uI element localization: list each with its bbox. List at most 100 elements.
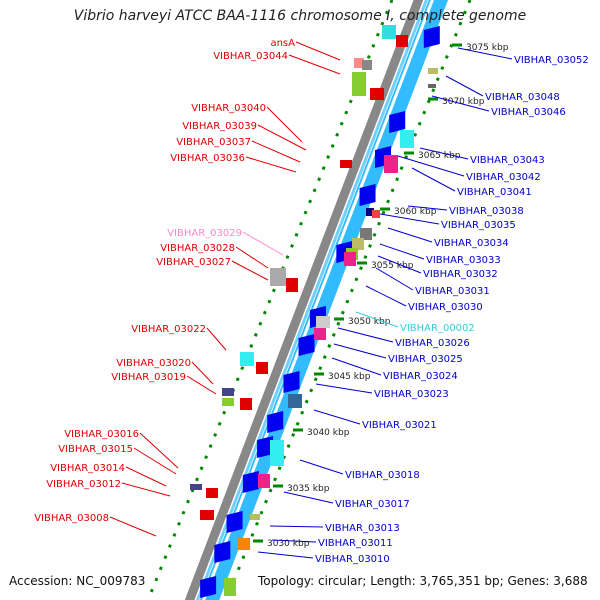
kbp-tick-label: 3050 kbp — [348, 317, 391, 327]
label-leader — [419, 147, 469, 160]
genome-track — [146, 0, 472, 600]
gene-feature — [340, 160, 352, 168]
gene-feature — [222, 388, 234, 396]
gene-feature — [250, 514, 260, 520]
gene-label-right: VIBHAR_03010 — [315, 554, 390, 565]
gene-label-left: VIBHAR_03029 — [167, 228, 242, 239]
gene-block — [267, 411, 284, 433]
gene-label-right: VIBHAR_03035 — [441, 220, 516, 231]
label-leader — [121, 482, 171, 497]
gene-label-right: VIBHAR_03032 — [423, 269, 498, 280]
gene-feature — [224, 578, 236, 596]
gene-block — [423, 26, 440, 48]
gene-block — [214, 541, 231, 563]
gene-label-right: VIBHAR_03046 — [491, 107, 566, 118]
kbp-tick-label: 3055 kbp — [371, 261, 414, 271]
gene-feature — [190, 484, 202, 490]
label-leader — [231, 260, 269, 281]
kbp-tick-label: 3045 kbp — [328, 372, 371, 382]
label-leader — [283, 491, 334, 504]
label-leader — [235, 246, 269, 269]
gene-label-right: VIBHAR_03033 — [426, 255, 501, 266]
gene-label-left: ansA — [270, 38, 295, 49]
gene-block — [283, 371, 300, 393]
gene-label-right: VIBHAR_03038 — [449, 206, 524, 217]
outer-track-band — [199, 0, 449, 600]
gene-label-right: VIBHAR_03026 — [395, 338, 470, 349]
label-leader — [457, 47, 513, 60]
label-leader — [331, 357, 382, 376]
label-leader — [257, 124, 307, 151]
gene-label-right: VIBHAR_03031 — [415, 286, 490, 297]
gene-label-left: VIBHAR_03027 — [156, 257, 231, 268]
label-leader — [337, 327, 394, 343]
kbp-tick-label: 3060 kbp — [394, 207, 437, 217]
label-leader — [333, 343, 387, 359]
gene-feature — [240, 398, 252, 410]
label-leader — [125, 466, 167, 487]
gene-feature — [362, 60, 372, 70]
gene-label-left: VIBHAR_03014 — [50, 463, 125, 474]
label-leader — [355, 311, 399, 328]
gene-feature — [354, 58, 364, 68]
gene-block — [389, 111, 406, 133]
gene-feature — [238, 538, 250, 550]
kbp-tick-label: 3070 kbp — [442, 97, 485, 107]
kbp-tick-label: 3030 kbp — [267, 539, 310, 549]
gene-label-right: VIBHAR_03018 — [345, 470, 420, 481]
map-title: Vibrio harveyi ATCC BAA-1116 chromosome … — [73, 8, 527, 24]
label-leader — [299, 459, 344, 475]
gene-label-right: VIBHAR_00002 — [400, 323, 475, 334]
gene-feature — [270, 268, 286, 286]
gene-feature — [352, 72, 366, 96]
gene-feature — [384, 155, 398, 173]
gene-label-left: VIBHAR_03044 — [213, 51, 288, 62]
label-leader — [139, 432, 179, 469]
gene-block — [200, 576, 217, 598]
kbp-ticks: 3075 kbp 3070 kbp 3065 kbp 3060 kbp 3055 kbp… — [253, 43, 509, 549]
label-leader — [407, 205, 448, 211]
gene-label-left: VIBHAR_03008 — [34, 513, 109, 524]
right-gene-labels: VIBHAR_03052 VIBHAR_03048 VIBHAR_03046 VIBH… — [257, 47, 589, 565]
gene-block — [359, 184, 376, 206]
label-leader — [313, 409, 361, 425]
label-leader — [288, 54, 341, 75]
gene-label-right: VIBHAR_03017 — [335, 499, 410, 510]
label-leader — [257, 551, 314, 559]
label-leader — [295, 41, 341, 61]
gene-feature — [360, 228, 372, 240]
gene-label-left: VIBHAR_03022 — [131, 324, 206, 335]
label-leader — [377, 255, 422, 274]
label-leader — [379, 243, 425, 260]
gene-label-right: VIBHAR_03052 — [514, 55, 589, 66]
gene-feature — [428, 68, 438, 74]
gene-feature — [428, 84, 436, 88]
label-leader — [411, 167, 456, 192]
gene-feature — [370, 88, 384, 100]
gene-label-left: VIBHAR_03015 — [58, 444, 133, 455]
right-dotted-scale — [224, 0, 472, 600]
accession-text: Accession: NC_009783 — [9, 574, 146, 588]
label-leader — [266, 106, 303, 143]
label-leader — [375, 267, 414, 291]
gene-label-right: VIBHAR_03030 — [408, 302, 483, 313]
gene-feature — [286, 278, 298, 292]
label-leader — [445, 75, 484, 97]
gene-block — [257, 436, 274, 458]
gene-feature — [372, 210, 380, 218]
kbp-tick-label: 3035 kbp — [287, 484, 330, 494]
label-leader — [315, 383, 373, 394]
label-leader — [242, 231, 284, 256]
gene-label-right: VIBHAR_03011 — [318, 538, 393, 549]
gene-feature — [314, 328, 326, 340]
gene-label-right: VIBHAR_03041 — [457, 187, 532, 198]
gene-label-left: VIBHAR_03020 — [116, 358, 191, 369]
gene-block — [226, 511, 243, 533]
gene-label-right: VIBHAR_03023 — [374, 389, 449, 400]
gene-label-right: VIBHAR_03048 — [485, 92, 560, 103]
gene-feature — [222, 398, 234, 406]
gene-feature — [258, 474, 270, 488]
gene-label-left: VIBHAR_03037 — [176, 137, 251, 148]
label-leader — [191, 361, 214, 385]
